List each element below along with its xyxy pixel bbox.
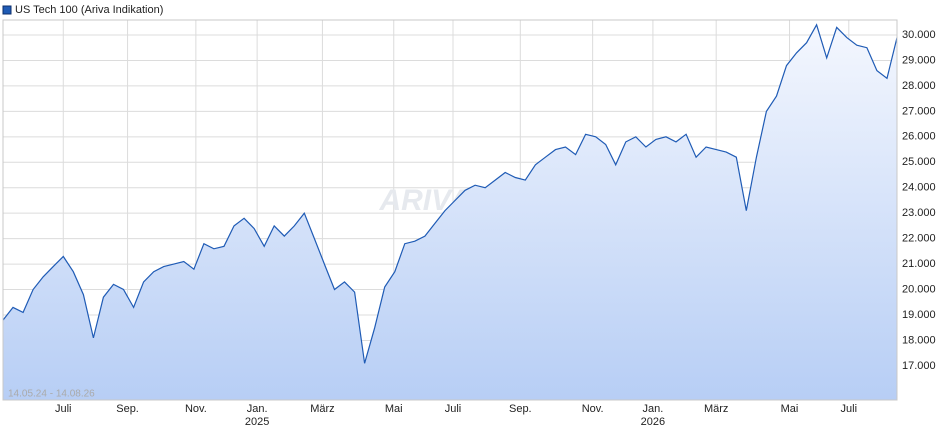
- legend-label: US Tech 100 (Ariva Indikation): [15, 4, 163, 16]
- y-tick-label: 28.000: [902, 80, 936, 92]
- y-tick-label: 30.000: [902, 29, 936, 41]
- y-tick-label: 18.000: [902, 334, 936, 346]
- area: [3, 24, 897, 401]
- date-range: 14.05.24 - 14.08.26: [8, 389, 95, 400]
- x-tick-label: Sep.: [509, 403, 532, 415]
- x-tick-label: Jan. 2026: [641, 403, 665, 428]
- y-tick-label: 22.000: [902, 233, 936, 245]
- y-tick-label: 26.000: [902, 131, 936, 143]
- y-tick-label: 20.000: [902, 283, 936, 295]
- x-tick-label: Mai: [385, 403, 403, 415]
- y-tick-label: 23.000: [902, 207, 936, 219]
- line: [2, 23, 898, 364]
- x-tick-label: Jan. 2025: [245, 403, 269, 428]
- x-tick-label: Nov.: [185, 403, 207, 415]
- y-tick-label: 17.000: [902, 360, 936, 372]
- x-tick-label: Nov.: [582, 403, 604, 415]
- y-tick-label: 21.000: [902, 258, 936, 270]
- y-tick-label: 25.000: [902, 156, 936, 168]
- x-tick-label: Sep.: [116, 403, 139, 415]
- plot-border: [2, 19, 898, 401]
- x-tick-label: Juli: [841, 403, 858, 415]
- y-tick-label: 27.000: [902, 105, 936, 117]
- y-tick-label: 24.000: [902, 182, 936, 194]
- x-tick-label: März: [704, 403, 728, 415]
- x-tick-label: Juli: [55, 403, 72, 415]
- y-tick-label: 19.000: [902, 309, 936, 321]
- legend-swatch: [2, 5, 12, 15]
- x-tick-label: März: [310, 403, 334, 415]
- y-tick-label: 29.000: [902, 54, 936, 66]
- x-tick-label: Mai: [781, 403, 799, 415]
- x-tick-label: Juli: [445, 403, 462, 415]
